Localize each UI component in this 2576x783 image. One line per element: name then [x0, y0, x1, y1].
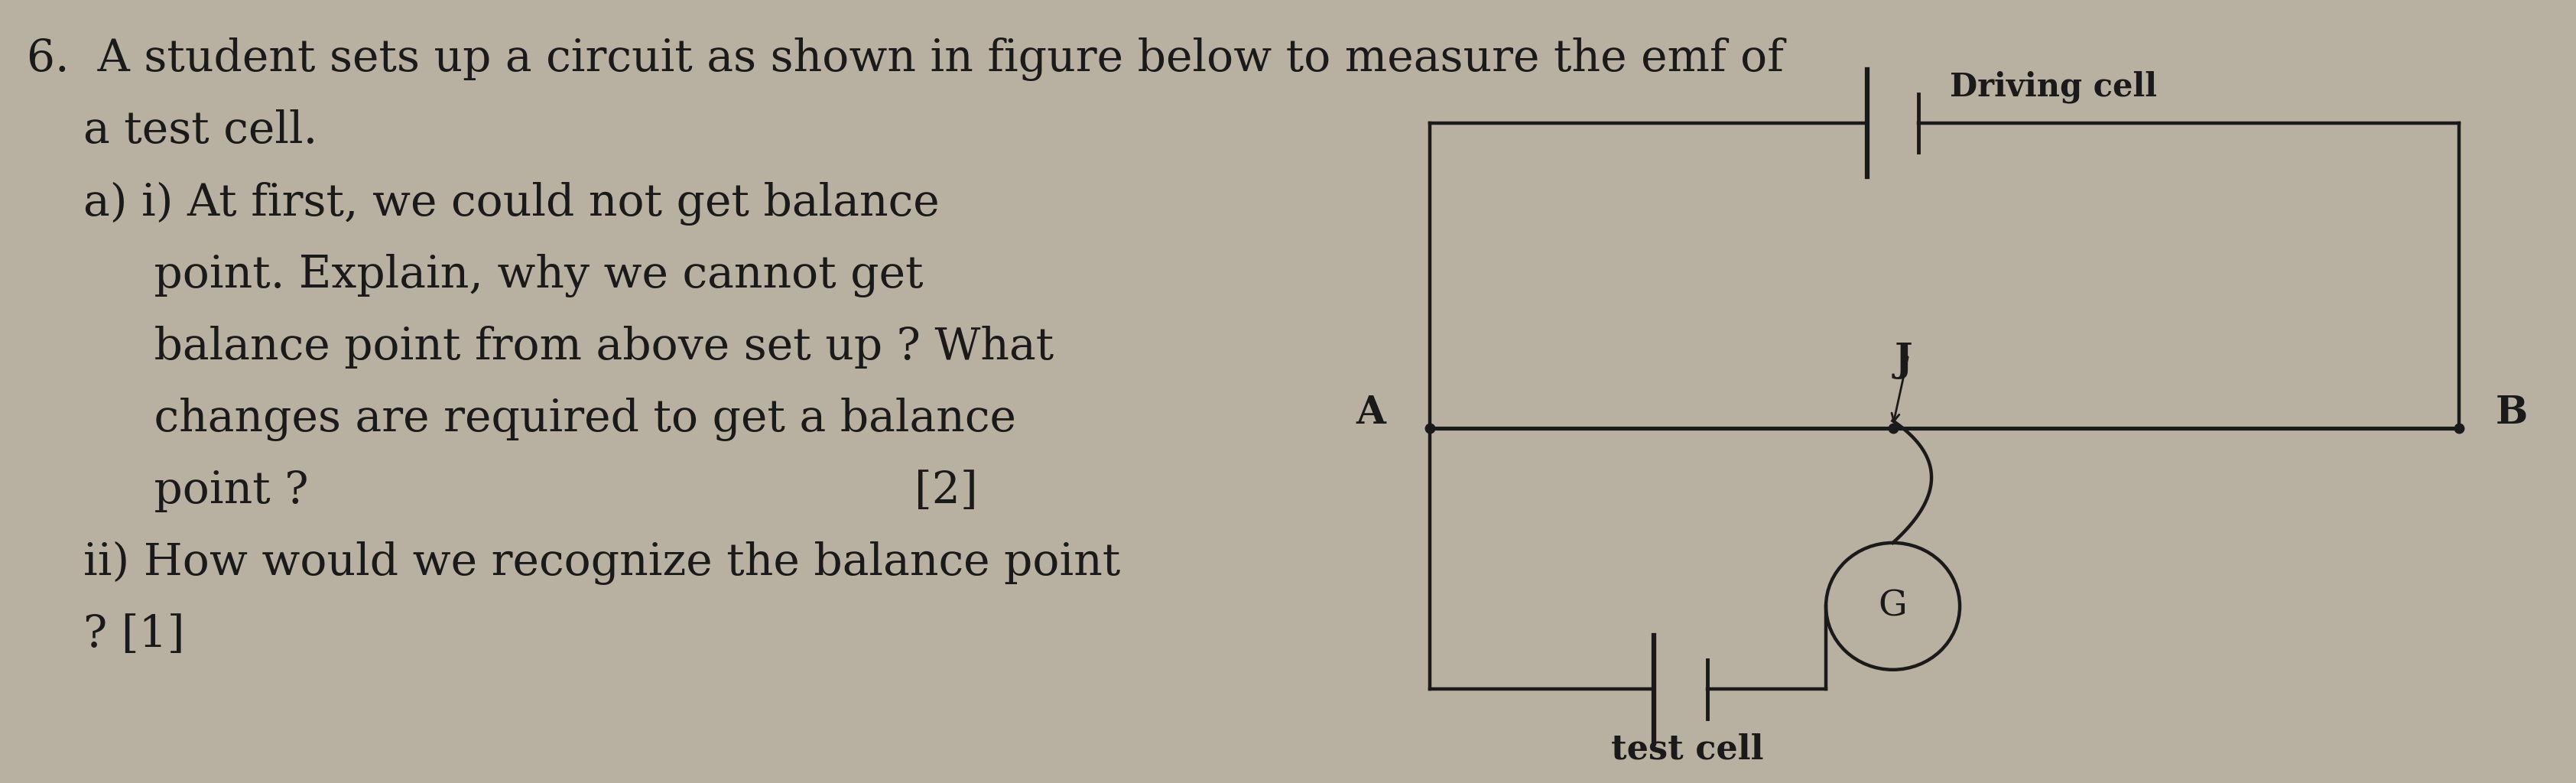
Text: changes are required to get a balance: changes are required to get a balance: [26, 398, 1015, 441]
Text: G: G: [1878, 589, 1906, 623]
Text: B: B: [2496, 395, 2527, 432]
Text: a test cell.: a test cell.: [26, 110, 317, 153]
Text: A: A: [1355, 395, 1386, 432]
Text: point. Explain, why we cannot get: point. Explain, why we cannot get: [26, 254, 922, 298]
Text: a) i) At first, we could not get balance: a) i) At first, we could not get balance: [26, 182, 940, 226]
Text: J: J: [1893, 342, 1911, 379]
Text: [2]: [2]: [914, 470, 979, 512]
Text: 6.  A student sets up a circuit as shown in figure below to measure the emf of: 6. A student sets up a circuit as shown …: [26, 38, 1783, 81]
Text: ii) How would we recognize the balance point: ii) How would we recognize the balance p…: [26, 542, 1121, 585]
Text: Driving cell: Driving cell: [1950, 71, 2156, 103]
Text: point ?: point ?: [26, 470, 309, 512]
Text: ? [1]: ? [1]: [26, 614, 185, 656]
Text: test cell: test cell: [1610, 733, 1762, 766]
Text: balance point from above set up ? What: balance point from above set up ? What: [26, 326, 1054, 369]
